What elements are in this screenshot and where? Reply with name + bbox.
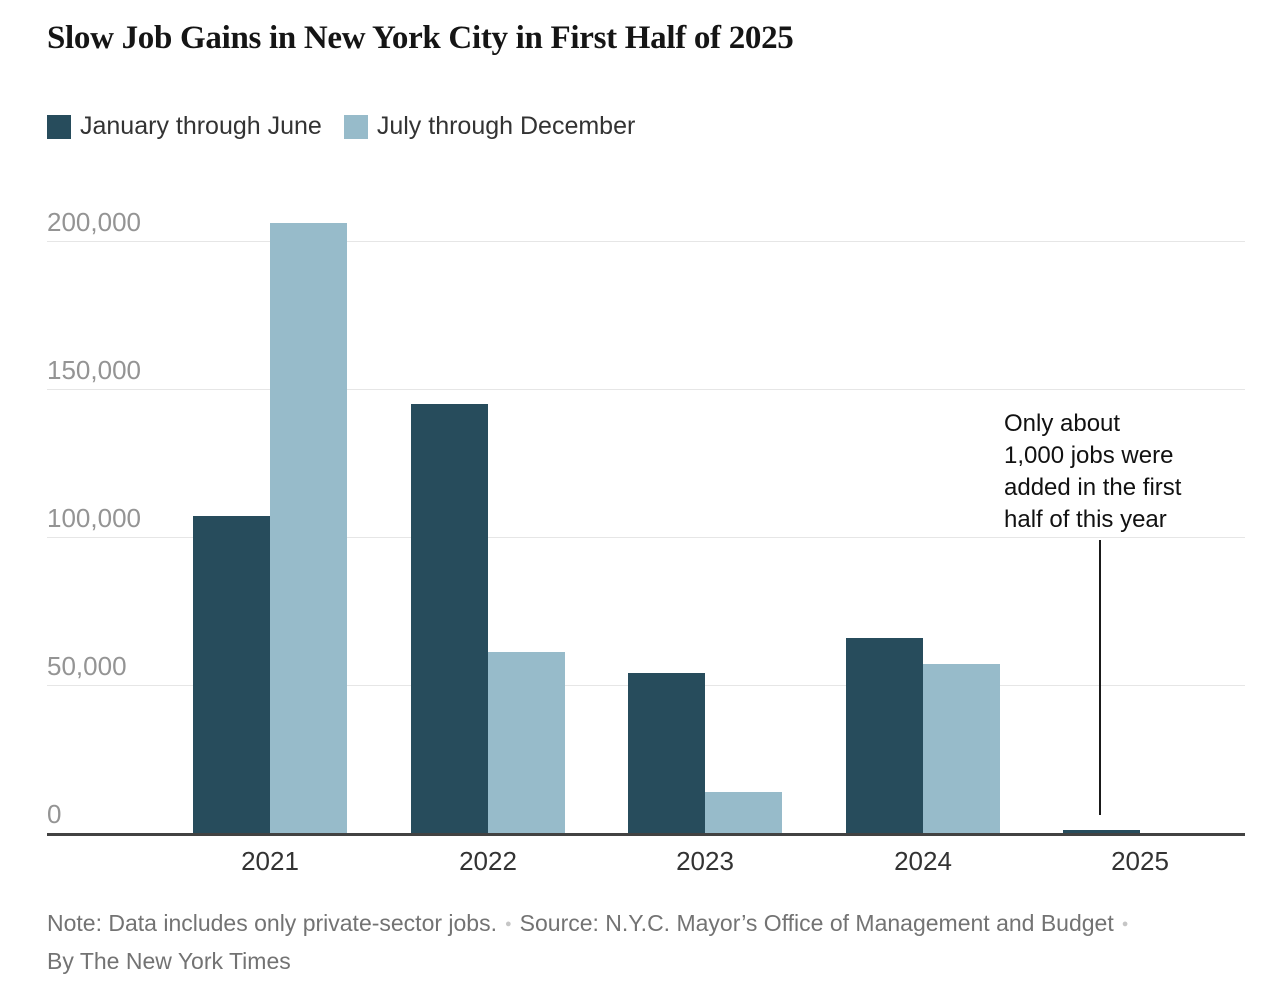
bullet-separator-icon: ● (1121, 918, 1129, 931)
legend: January through June July through Decemb… (47, 112, 635, 141)
gridline (47, 241, 1245, 242)
y-tick-label: 150,000 (47, 355, 141, 385)
x-tick-label: 2023 (676, 846, 734, 876)
bar-2021-second-half (270, 223, 347, 833)
gridline (47, 537, 1245, 538)
bar-2023-second-half (705, 792, 782, 833)
footer: Note: Data includes only private-sector … (47, 905, 1142, 980)
footer-source-text: Source: N.Y.C. Mayor’s Office of Managem… (519, 910, 1114, 936)
legend-label-second-half: July through December (376, 112, 636, 140)
y-tick-label: 200,000 (47, 207, 141, 237)
footer-byline-text: By The New York Times (47, 948, 291, 975)
legend-item-second-half: July through December (343, 112, 636, 141)
x-axis-line (47, 833, 1245, 836)
y-tick-label: 100,000 (47, 503, 141, 533)
x-tick-label: 2025 (1111, 846, 1169, 876)
legend-swatch-second-half (343, 114, 368, 139)
x-tick-label: 2024 (894, 846, 952, 876)
bar-2022-first-half (411, 404, 488, 833)
legend-swatch-first-half (47, 114, 71, 139)
bullet-separator-icon: ● (505, 918, 512, 931)
y-tick-label: 50,000 (47, 651, 127, 681)
footer-note-text: Note: Data includes only private-sector … (47, 910, 497, 936)
bar-2025-first-half (1063, 830, 1140, 833)
legend-label-first-half: January through June (80, 112, 322, 140)
bar-2024-first-half (846, 638, 923, 833)
annotation-line (1099, 540, 1101, 815)
x-tick-label: 2021 (241, 846, 299, 876)
legend-item-first-half: January through June (47, 112, 322, 141)
bar-2024-second-half (923, 664, 1000, 833)
gridline (47, 389, 1245, 390)
bar-2023-first-half (628, 673, 705, 833)
chart-title: Slow Job Gains in New York City in First… (47, 20, 794, 56)
annotation-text: Only about 1,000 jobs were added in the … (1004, 410, 1182, 533)
bar-2021-first-half (193, 516, 270, 833)
x-tick-label: 2022 (459, 846, 517, 876)
y-tick-label: 0 (47, 799, 62, 829)
bar-2022-second-half (488, 652, 565, 833)
